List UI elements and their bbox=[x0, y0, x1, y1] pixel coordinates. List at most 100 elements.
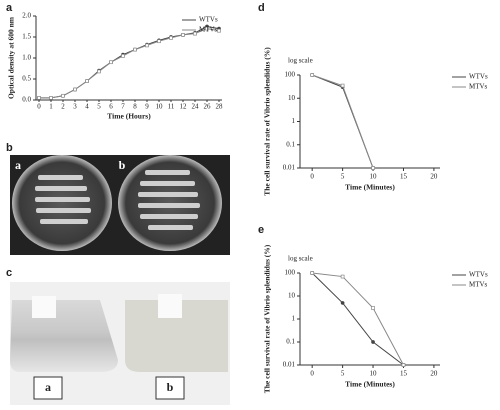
marker bbox=[181, 33, 185, 37]
marker bbox=[121, 54, 125, 58]
marker bbox=[169, 35, 173, 40]
legend-label: MTVs bbox=[469, 83, 488, 91]
x-tick-label: 10 bbox=[370, 370, 378, 378]
x-tick-label: 9 bbox=[145, 103, 149, 111]
marker bbox=[340, 274, 345, 279]
y-tick-label: 100 bbox=[285, 269, 296, 277]
x-tick-label: 15 bbox=[400, 370, 408, 378]
y-tick-label: 1 bbox=[292, 315, 296, 323]
x-tick-label: 20 bbox=[430, 173, 438, 181]
y-tick-label: 2.0 bbox=[22, 12, 31, 20]
y-axis-label: The cell survival rate of Vibrio splendi… bbox=[263, 47, 272, 196]
label-box bbox=[33, 376, 63, 400]
x-tick-label: 5 bbox=[97, 103, 101, 111]
marker bbox=[401, 363, 406, 367]
marker bbox=[310, 271, 315, 275]
legend-label: WTVs bbox=[199, 16, 218, 24]
x-tick-label: 3 bbox=[73, 103, 77, 111]
marker bbox=[340, 83, 345, 88]
flask-cap bbox=[32, 296, 56, 318]
marker bbox=[109, 60, 113, 65]
x-tick-label: 7 bbox=[121, 103, 125, 111]
x-tick-label: 4 bbox=[85, 103, 89, 111]
photo-label: a bbox=[45, 380, 51, 394]
marker bbox=[193, 31, 197, 36]
colonies bbox=[35, 170, 200, 230]
x-tick-label: 0 bbox=[310, 370, 314, 378]
flask bbox=[125, 300, 228, 372]
y-tick-label: 1.5 bbox=[22, 33, 31, 41]
legend-label: MTVs bbox=[469, 281, 488, 289]
x-tick-label: 8 bbox=[133, 103, 137, 111]
marker bbox=[371, 166, 375, 170]
marker bbox=[310, 73, 315, 77]
x-tick-label: 5 bbox=[341, 370, 345, 378]
y-tick-label: 0.0 bbox=[22, 96, 31, 104]
marker bbox=[133, 47, 137, 52]
x-tick-label: 10 bbox=[156, 103, 164, 111]
x-tick-label: 20 bbox=[430, 370, 438, 378]
y-tick-label: 0.01 bbox=[283, 164, 296, 172]
x-tick-label: 0 bbox=[37, 103, 41, 111]
marker bbox=[73, 87, 77, 92]
marker bbox=[37, 96, 41, 100]
marker bbox=[97, 69, 101, 74]
marker bbox=[145, 43, 149, 48]
panel-letter: d bbox=[258, 2, 265, 14]
photo-label: b bbox=[167, 380, 174, 394]
y-tick-label: 0.1 bbox=[286, 140, 295, 148]
y-tick-label: 100 bbox=[285, 71, 296, 79]
x-tick-label: 6 bbox=[109, 103, 113, 111]
marker bbox=[61, 93, 65, 98]
flask-cap bbox=[158, 294, 182, 318]
marker bbox=[340, 301, 345, 305]
y-axis-label: Optical density at 600 nm bbox=[7, 16, 16, 99]
y-tick-label: 0.5 bbox=[22, 75, 31, 83]
marker bbox=[49, 96, 53, 100]
x-tick-label: 28 bbox=[216, 103, 224, 111]
legend-label: WTVs bbox=[469, 271, 488, 279]
x-axis-label: Time (Minutes) bbox=[345, 183, 395, 192]
annotation: log scale bbox=[288, 57, 313, 65]
series-line bbox=[39, 28, 220, 99]
x-tick-label: 5 bbox=[341, 173, 345, 181]
panel-letter: e bbox=[258, 224, 264, 236]
photo-label: b bbox=[119, 158, 126, 172]
marker bbox=[371, 306, 375, 310]
annotation: log scale bbox=[288, 255, 313, 263]
x-tick-label: 26 bbox=[204, 103, 212, 111]
x-axis-label: Time (Hours) bbox=[107, 112, 151, 121]
x-axis-label: Time (Minutes) bbox=[345, 380, 395, 389]
flask bbox=[10, 300, 118, 372]
x-tick-label: 15 bbox=[400, 173, 408, 181]
panel-letter: a bbox=[6, 2, 13, 14]
x-tick-label: 12 bbox=[180, 103, 188, 111]
y-axis-label: The cell survival rate of Vibrio splendi… bbox=[263, 244, 272, 393]
legend-label: WTVs bbox=[469, 73, 488, 81]
label-box bbox=[155, 376, 185, 400]
y-tick-label: 10 bbox=[288, 94, 296, 102]
series-line bbox=[39, 25, 220, 99]
y-tick-label: 0.1 bbox=[286, 338, 295, 346]
series-line bbox=[312, 272, 404, 366]
panel-letter: c bbox=[6, 267, 12, 279]
x-tick-label: 1 bbox=[49, 103, 53, 111]
marker bbox=[205, 26, 209, 31]
x-tick-label: 24 bbox=[192, 103, 200, 111]
y-tick-label: 1 bbox=[292, 117, 296, 125]
marker bbox=[217, 28, 221, 33]
marker bbox=[371, 340, 375, 344]
legend-label: MTVs bbox=[199, 26, 218, 34]
marker bbox=[157, 39, 161, 44]
y-tick-label: 1.0 bbox=[22, 54, 31, 62]
x-tick-label: 11 bbox=[168, 103, 175, 111]
x-tick-label: 2 bbox=[61, 103, 65, 111]
y-tick-label: 0.01 bbox=[283, 361, 296, 369]
petri-dish bbox=[12, 155, 112, 251]
panel-letter: b bbox=[6, 142, 13, 154]
series-line bbox=[311, 272, 404, 366]
x-tick-label: 0 bbox=[310, 173, 314, 181]
marker bbox=[85, 79, 89, 83]
x-tick-label: 10 bbox=[370, 173, 378, 181]
